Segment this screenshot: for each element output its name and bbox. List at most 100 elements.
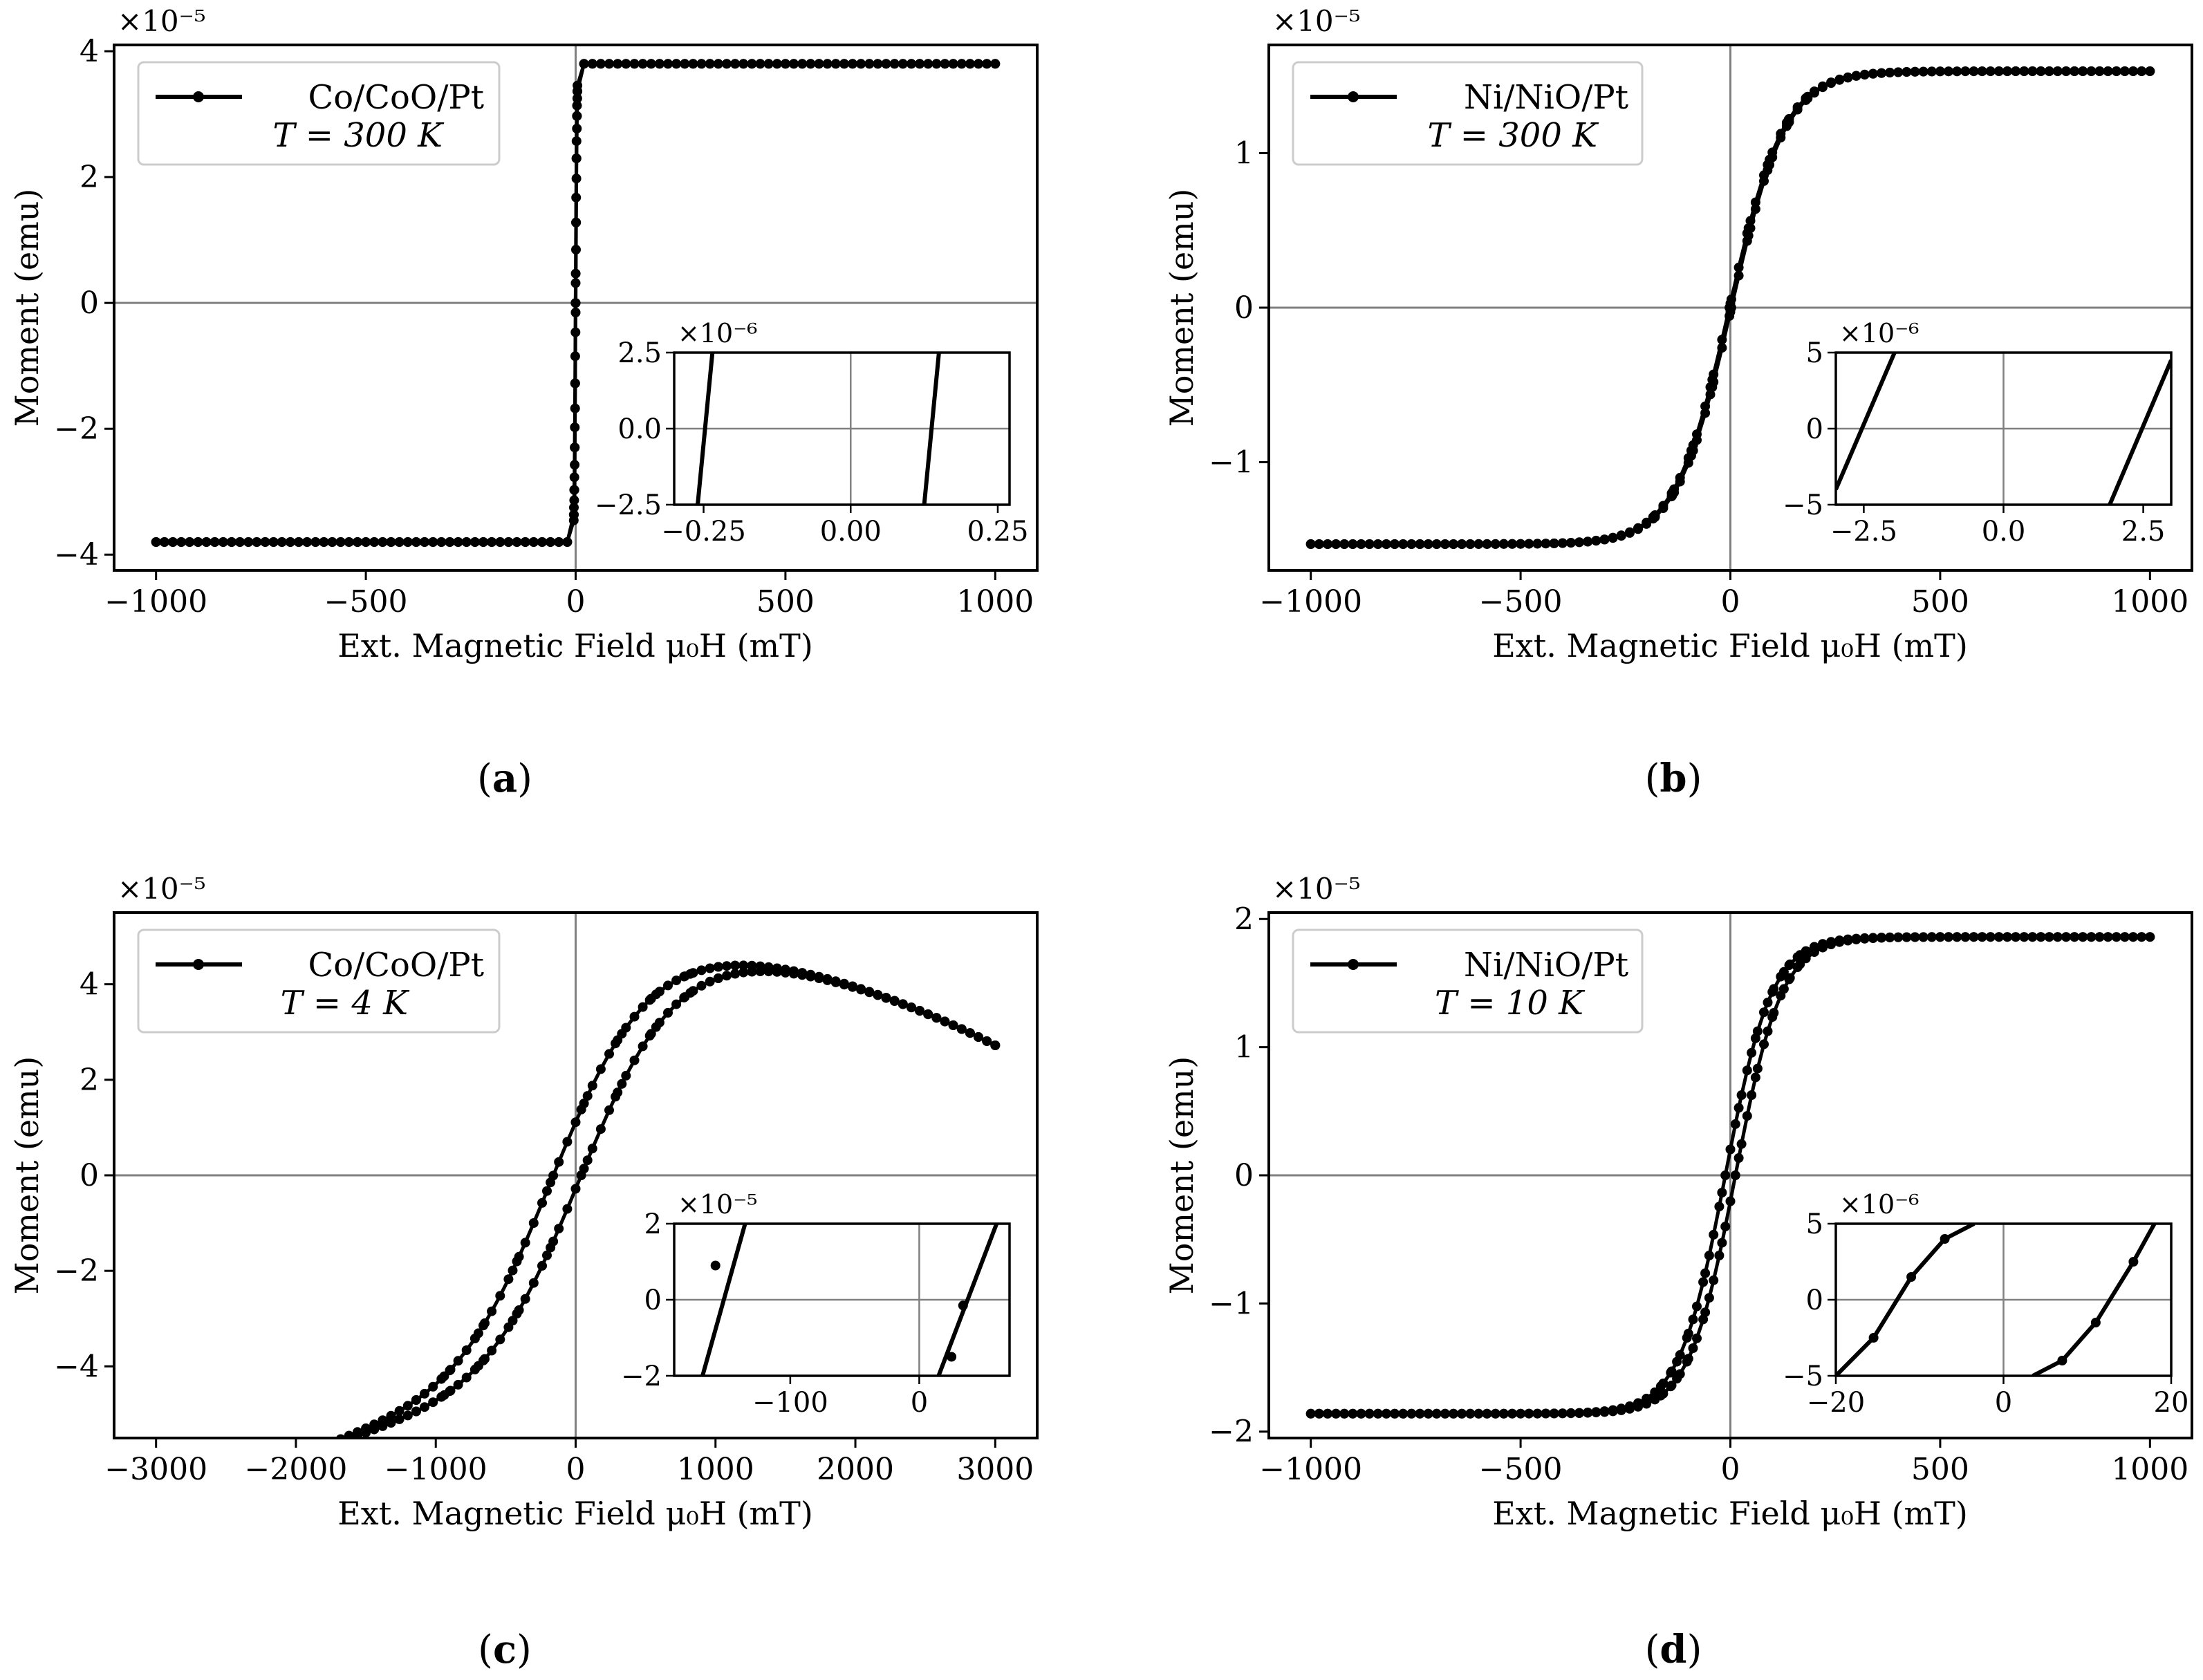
x-tick-label: 500 — [1911, 584, 1969, 619]
hysteresis-loop — [1305, 932, 2155, 1419]
data-point — [2061, 932, 2071, 942]
inset-x-tick-label: 0 — [1995, 1387, 2012, 1419]
inset-ticks: −100 0 −2 0 2 — [621, 1208, 928, 1419]
data-point — [294, 537, 304, 547]
data-point — [595, 1064, 606, 1074]
data-point — [1747, 1047, 1757, 1058]
data-point — [1507, 1408, 1517, 1419]
data-point — [1373, 1408, 1383, 1419]
data-point — [1700, 401, 1711, 411]
data-point — [730, 59, 741, 69]
data-point — [1902, 932, 1912, 942]
data-point — [644, 995, 655, 1005]
data-point — [1792, 102, 1803, 112]
x-tick-label: −1000 — [1259, 584, 1362, 619]
data-point — [193, 1493, 203, 1502]
data-point — [327, 537, 337, 547]
data-point — [1574, 537, 1584, 548]
data-point — [1795, 959, 1805, 969]
data-point — [907, 1002, 916, 1012]
data-point — [2019, 932, 2029, 942]
data-point — [1549, 1408, 1559, 1419]
inset-ticks: −0.25 0.00 0.25 −2.5 0.0 2.5 — [595, 337, 1029, 548]
data-point — [1449, 1408, 1458, 1419]
data-point — [1700, 1307, 1711, 1318]
data-point — [1364, 1408, 1375, 1419]
data-point — [1859, 69, 1870, 80]
data-point — [772, 59, 782, 69]
inset-x-tick-label: −20 — [1807, 1387, 1865, 1419]
data-point — [856, 59, 866, 69]
inset-data-point — [1868, 1333, 1879, 1343]
data-point — [428, 1381, 438, 1392]
data-point — [1624, 1401, 1635, 1411]
data-point — [587, 1144, 597, 1154]
data-point — [956, 1024, 967, 1034]
inset-y-tick-label: −5 — [1783, 489, 1823, 521]
data-point — [1650, 1387, 1660, 1397]
x-tick-label: −500 — [1479, 584, 1563, 619]
data-point — [1960, 932, 1971, 942]
data-point — [830, 976, 841, 987]
data-point — [353, 537, 362, 547]
data-point — [268, 537, 279, 547]
data-point — [1960, 66, 1971, 77]
data-point — [1633, 523, 1643, 533]
panel-b: −1000 −500 0 500 1000 −1 0 1 ×10⁻⁵ Moment (emu)… — [1163, 4, 2193, 801]
x-tick-label: −1000 — [384, 1452, 487, 1487]
data-point — [755, 961, 765, 971]
data-point — [1709, 1229, 1719, 1240]
data-point — [1725, 303, 1735, 312]
data-point — [1736, 1139, 1747, 1149]
data-point — [780, 59, 790, 69]
data-point — [1818, 81, 1828, 91]
data-point — [898, 59, 908, 69]
data-point — [797, 968, 808, 978]
data-point — [1893, 67, 1904, 77]
data-point — [386, 537, 396, 547]
data-point — [582, 1091, 593, 1101]
inset-branch-line — [922, 353, 941, 505]
data-point — [1893, 932, 1904, 942]
data-point — [1868, 68, 1878, 79]
inset-data-point — [2057, 1356, 2067, 1365]
data-point — [1750, 1072, 1760, 1083]
data-point — [470, 1334, 480, 1343]
inset-branch-line — [936, 1224, 999, 1376]
inset-y-tick-label: 0 — [1806, 413, 1823, 445]
data-point — [2137, 932, 2147, 942]
data-point — [663, 980, 673, 991]
data-point — [2145, 66, 2155, 76]
data-point — [227, 1478, 236, 1488]
data-point — [1490, 1408, 1500, 1419]
data-point — [789, 59, 799, 69]
data-point — [1532, 1408, 1543, 1419]
data-point — [394, 1414, 405, 1424]
data-point — [570, 298, 581, 308]
data-point — [569, 472, 579, 483]
data-point — [595, 59, 606, 69]
inset-loop-lines — [1836, 1224, 2157, 1376]
data-point — [1700, 1268, 1711, 1278]
data-point — [915, 1005, 925, 1016]
data-point — [1642, 517, 1652, 528]
data-point — [696, 980, 707, 991]
data-point — [1574, 1408, 1584, 1418]
x-tick-label: −1000 — [104, 584, 207, 619]
data-point — [1373, 539, 1383, 549]
y-axis-label: Moment (emu) — [8, 1056, 46, 1295]
y-tick-label: −1 — [1209, 1286, 1254, 1321]
data-point — [1398, 539, 1409, 549]
data-point — [2128, 66, 2138, 76]
inset-data-point — [2090, 1318, 2101, 1327]
inset-y-tick-label: −5 — [1783, 1361, 1823, 1392]
x-axis-label: Ext. Magnetic Field μ₀H (mT) — [337, 1495, 813, 1532]
inset-x-tick-label: 2.5 — [2121, 516, 2166, 548]
data-point — [1390, 1408, 1400, 1419]
inset-data-point — [958, 1300, 968, 1311]
data-point — [570, 278, 581, 288]
data-point — [1707, 375, 1718, 385]
data-point — [621, 59, 631, 69]
